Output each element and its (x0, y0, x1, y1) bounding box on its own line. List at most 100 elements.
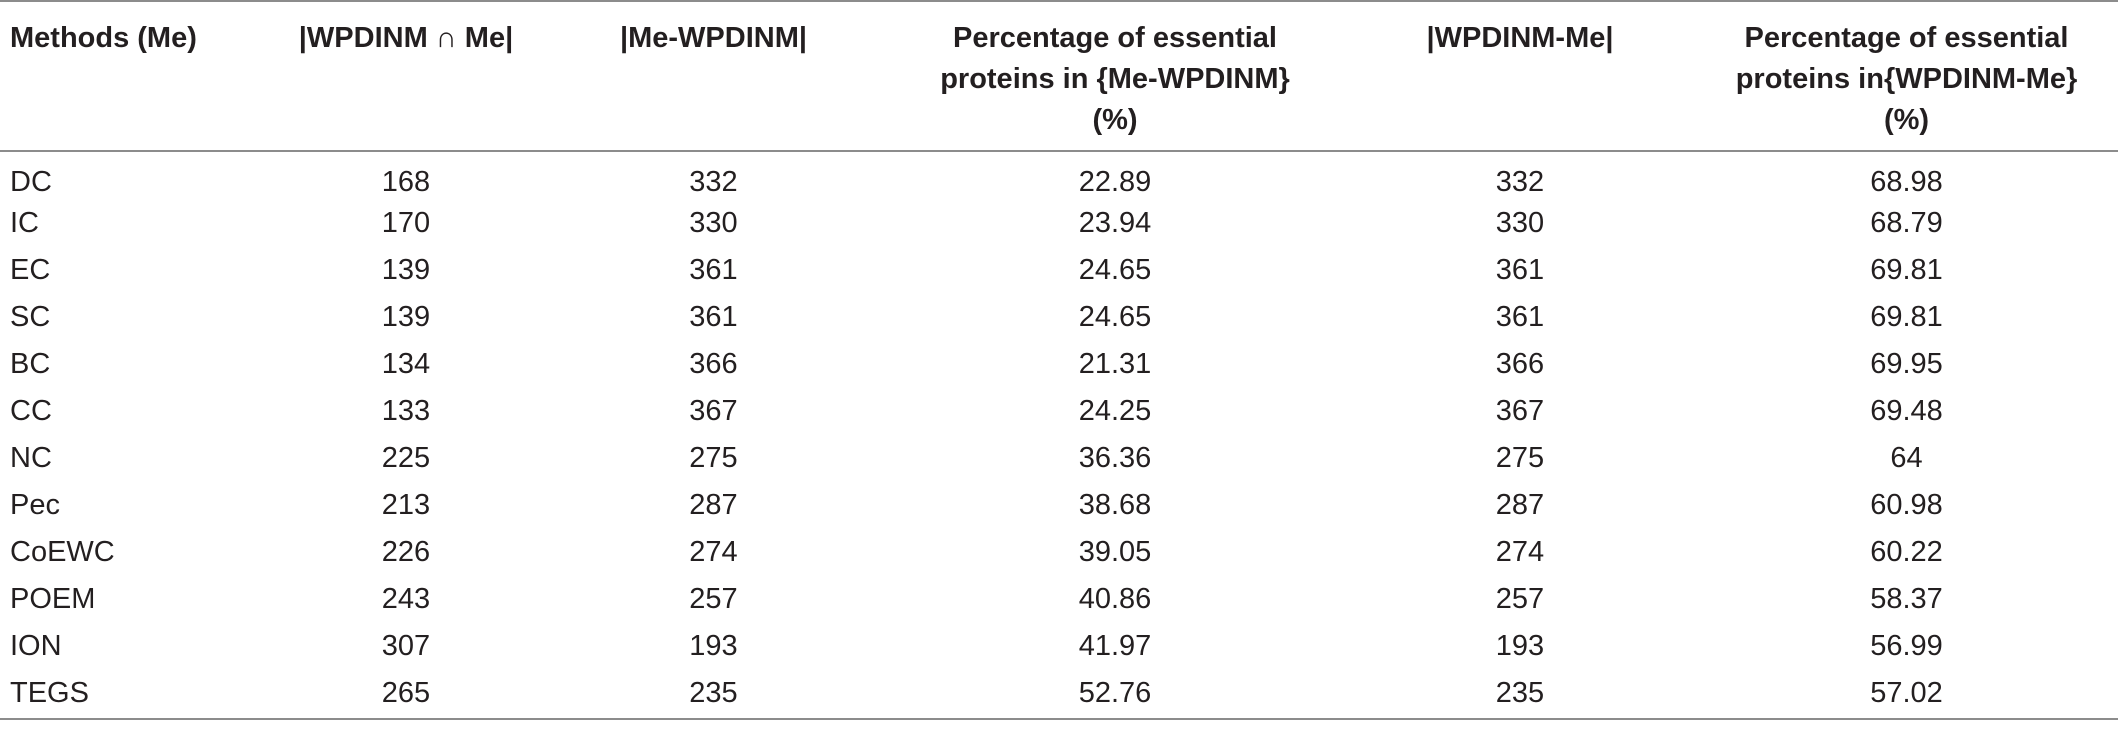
cell-pct-wpdinm-minus-me: 68.79 (1870, 207, 1943, 239)
cell-wpdinm-minus-me: 193 (1495, 630, 1545, 662)
cell-wpdinm-minus-me: 275 (1495, 442, 1545, 474)
cell-wpdinm-minus-me: 257 (1495, 583, 1545, 615)
table-row: BC 134 366 21.31 366 69.95 (0, 341, 2118, 388)
table-row: EC 139 361 24.65 361 69.81 (0, 247, 2118, 294)
cell-me-minus-wpdinm: 275 (689, 442, 738, 474)
cell-wpdinm-minus-me: 274 (1495, 536, 1545, 568)
cell-intersection: 265 (270, 670, 542, 720)
cell-intersection: 139 (381, 301, 431, 333)
cell-pct-me-minus-wpdinm: 39.05 (1078, 536, 1152, 568)
cell-method: EC (10, 254, 51, 286)
cell-wpdinm-minus-me: 361 (1495, 301, 1545, 333)
table-row: ION 307 193 41.97 193 56.99 (0, 623, 2118, 670)
table-row: CoEWC 226 274 39.05 274 60.22 (0, 529, 2118, 576)
cell-method: TEGS (0, 670, 270, 720)
header-pct-wpdinm-minus-me-line1: Percentage of essential (1744, 22, 2069, 54)
cell-wpdinm-minus-me: 367 (1495, 395, 1545, 427)
cell-method: CoEWC (10, 536, 115, 568)
table-row: POEM 243 257 40.86 257 58.37 (0, 576, 2118, 623)
cell-pct-wpdinm-minus-me: 60.22 (1870, 536, 1943, 568)
cell-intersection: 243 (381, 583, 431, 615)
cell-pct-wpdinm-minus-me: 60.98 (1870, 489, 1943, 521)
cell-pct-me-minus-wpdinm: 40.86 (1078, 583, 1152, 615)
cell-wpdinm-minus-me: 366 (1495, 348, 1545, 380)
cell-pct-wpdinm-minus-me: 69.95 (1870, 348, 1943, 380)
cell-intersection: 213 (381, 489, 431, 521)
cell-pct-me-minus-wpdinm: 24.65 (1078, 301, 1152, 333)
cell-me-minus-wpdinm: 361 (689, 254, 738, 286)
cell-pct-wpdinm-minus-me: 57.02 (1695, 670, 2118, 720)
table-row: Pec 213 287 38.68 287 60.98 (0, 482, 2118, 529)
header-pct-me-minus-wpdinm-line1: Percentage of essential (953, 22, 1277, 54)
cell-method: SC (10, 301, 51, 333)
cell-intersection: 307 (381, 630, 431, 662)
header-pct-me-minus-wpdinm-line3: (%) (1092, 104, 1138, 136)
cell-method: ION (10, 630, 62, 662)
cell-me-minus-wpdinm: 330 (689, 207, 738, 239)
table-row: TEGS 265 235 52.76 235 57.02 (0, 670, 2118, 720)
comparison-table: Methods (Me) |WPDINM ∩ Me| |Me-WPDINM| P… (0, 0, 2118, 720)
cell-intersection: 168 (381, 166, 431, 198)
cell-intersection: 133 (381, 395, 431, 427)
cell-me-minus-wpdinm: 361 (689, 301, 738, 333)
cell-method: BC (10, 348, 51, 380)
cell-me-minus-wpdinm: 257 (689, 583, 738, 615)
cell-method: IC (10, 207, 39, 239)
cell-pct-wpdinm-minus-me: 56.99 (1870, 630, 1943, 662)
cell-wpdinm-minus-me: 330 (1495, 207, 1545, 239)
cell-me-minus-wpdinm: 193 (689, 630, 738, 662)
header-methods: Methods (Me) (0, 0, 270, 152)
cell-wpdinm-minus-me: 332 (1495, 166, 1545, 198)
header-pct-wpdinm-minus-me-line2: proteins in{WPDINM-Me} (1735, 63, 2078, 95)
table-row: DC 168 332 22.89 332 68.98 (0, 151, 2118, 200)
cell-pct-me-minus-wpdinm: 21.31 (1078, 348, 1152, 380)
cell-me-minus-wpdinm: 366 (689, 348, 738, 380)
cell-pct-wpdinm-minus-me: 64 (1890, 442, 1923, 474)
cell-intersection: 226 (381, 536, 431, 568)
cell-pct-me-minus-wpdinm: 52.76 (885, 670, 1345, 720)
cell-me-minus-wpdinm: 274 (689, 536, 738, 568)
table-header: Methods (Me) |WPDINM ∩ Me| |Me-WPDINM| P… (0, 0, 2118, 152)
cell-method: POEM (10, 583, 96, 615)
cell-method: DC (10, 166, 52, 198)
header-pct-wpdinm-minus-me-line3: (%) (1883, 104, 1930, 136)
header-pct-wpdinm-minus-me: Percentage of essential proteins in{WPDI… (1695, 0, 2118, 152)
header-wpdinm-minus-me: |WPDINM-Me| (1345, 0, 1695, 152)
table-body: DC 168 332 22.89 332 68.98 IC 170 330 23.94 330 68.… (0, 151, 2118, 720)
cell-method: CC (10, 395, 52, 427)
table-row: CC 133 367 24.25 367 69.48 (0, 388, 2118, 435)
cell-me-minus-wpdinm: 332 (689, 166, 738, 198)
cell-pct-wpdinm-minus-me: 69.81 (1870, 254, 1943, 286)
cell-method: Pec (10, 489, 60, 521)
cell-pct-me-minus-wpdinm: 24.25 (1078, 395, 1152, 427)
cell-pct-me-minus-wpdinm: 22.89 (1078, 166, 1152, 198)
table-row: IC 170 330 23.94 330 68.79 (0, 200, 2118, 247)
cell-intersection: 134 (381, 348, 431, 380)
header-pct-me-minus-wpdinm: Percentage of essential proteins in {Me-… (885, 0, 1345, 152)
cell-me-minus-wpdinm: 367 (689, 395, 738, 427)
cell-wpdinm-minus-me: 287 (1495, 489, 1545, 521)
cell-pct-wpdinm-minus-me: 69.48 (1870, 395, 1943, 427)
cell-pct-wpdinm-minus-me: 58.37 (1870, 583, 1943, 615)
header-me-minus-wpdinm: |Me-WPDINM| (542, 0, 885, 152)
cell-method: NC (10, 442, 52, 474)
cell-pct-me-minus-wpdinm: 36.36 (1078, 442, 1152, 474)
header-row: Methods (Me) |WPDINM ∩ Me| |Me-WPDINM| P… (0, 0, 2118, 152)
header-intersection: |WPDINM ∩ Me| (270, 0, 542, 152)
cell-pct-wpdinm-minus-me: 69.81 (1870, 301, 1943, 333)
table-row: NC 225 275 36.36 275 64 (0, 435, 2118, 482)
cell-pct-me-minus-wpdinm: 24.65 (1078, 254, 1152, 286)
header-pct-me-minus-wpdinm-line2: proteins in {Me-WPDINM} (940, 63, 1290, 95)
cell-pct-wpdinm-minus-me: 68.98 (1870, 166, 1943, 198)
table-row: SC 139 361 24.65 361 69.81 (0, 294, 2118, 341)
cell-pct-me-minus-wpdinm: 38.68 (1078, 489, 1152, 521)
cell-wpdinm-minus-me: 361 (1495, 254, 1545, 286)
cell-intersection: 225 (381, 442, 431, 474)
cell-pct-me-minus-wpdinm: 23.94 (1078, 207, 1152, 239)
cell-me-minus-wpdinm: 235 (542, 670, 885, 720)
cell-me-minus-wpdinm: 287 (689, 489, 738, 521)
cell-wpdinm-minus-me: 235 (1345, 670, 1695, 720)
cell-intersection: 170 (381, 207, 431, 239)
cell-pct-me-minus-wpdinm: 41.97 (1078, 630, 1152, 662)
